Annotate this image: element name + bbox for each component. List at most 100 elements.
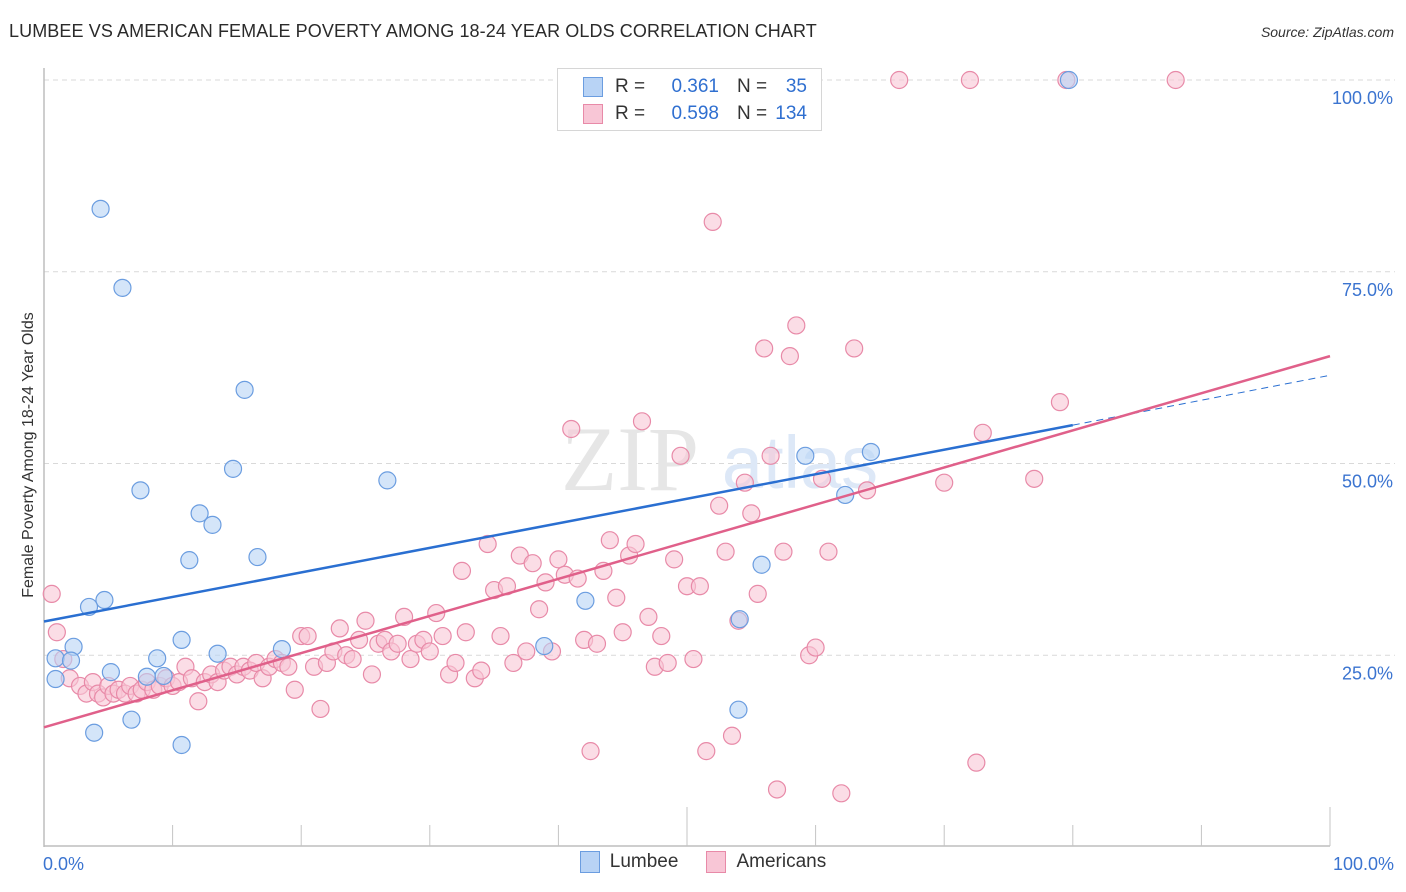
americans-point[interactable] (600, 531, 619, 550)
lumbee-point[interactable] (113, 278, 132, 297)
americans-point[interactable] (684, 649, 703, 669)
americans-point[interactable] (343, 649, 362, 669)
americans-point[interactable] (456, 623, 475, 642)
americans-point[interactable] (967, 753, 986, 772)
lumbee-point[interactable] (46, 669, 65, 689)
lumbee-point[interactable] (248, 547, 267, 567)
americans-point[interactable] (613, 623, 632, 642)
americans-point[interactable] (433, 626, 452, 646)
legend-item-lumbee[interactable]: Lumbee (579, 851, 678, 873)
americans-point[interactable] (549, 550, 568, 569)
americans-point[interactable] (1050, 393, 1070, 412)
lumbee-point[interactable] (180, 551, 199, 570)
americans-point[interactable] (697, 742, 716, 761)
lumbee-point[interactable] (154, 666, 173, 686)
americans-point[interactable] (581, 742, 600, 761)
americans-point[interactable] (722, 726, 742, 745)
americans-point[interactable] (832, 784, 851, 803)
americans-point[interactable] (311, 699, 330, 719)
lumbee-point[interactable] (730, 610, 749, 629)
americans-point[interactable] (767, 780, 787, 799)
americans-point[interactable] (1025, 469, 1044, 488)
americans-point[interactable] (690, 577, 709, 596)
americans-point[interactable] (523, 554, 542, 573)
americans-point[interactable] (517, 642, 536, 661)
americans-point[interactable] (478, 534, 497, 554)
lumbee-point[interactable] (172, 735, 191, 755)
americans-point[interactable] (748, 584, 767, 603)
americans-point[interactable] (362, 665, 382, 684)
americans-point[interactable] (285, 680, 304, 699)
americans-point[interactable] (446, 653, 465, 673)
lumbee-point[interactable] (101, 663, 120, 682)
americans-point[interactable] (671, 446, 690, 465)
lumbee-point[interactable] (378, 471, 397, 490)
americans-point[interactable] (774, 542, 793, 561)
americans-point[interactable] (504, 653, 523, 673)
americans-point[interactable] (452, 561, 472, 580)
lumbee-point[interactable] (131, 481, 150, 500)
americans-point[interactable] (491, 626, 510, 646)
legend-item-americans[interactable]: Americans (706, 851, 826, 873)
lumbee-point[interactable] (861, 442, 880, 462)
lumbee-point[interactable] (122, 710, 141, 729)
americans-point[interactable] (587, 634, 607, 653)
lumbee-point[interactable] (272, 640, 292, 659)
americans-point[interactable] (356, 611, 375, 630)
americans-point[interactable] (761, 446, 780, 465)
americans-point[interactable] (845, 339, 864, 358)
lumbee-point[interactable] (190, 504, 209, 523)
americans-point[interactable] (626, 534, 645, 554)
americans-point[interactable] (787, 316, 806, 335)
americans-point[interactable] (530, 600, 549, 619)
americans-point[interactable] (973, 423, 992, 442)
americans-point[interactable] (703, 212, 722, 231)
lumbee-point[interactable] (1059, 70, 1079, 90)
lumbee-point[interactable] (535, 636, 554, 656)
americans-point[interactable] (639, 607, 658, 627)
lumbee-point[interactable] (85, 723, 104, 742)
americans-point[interactable] (960, 70, 980, 90)
americans-point[interactable] (665, 550, 684, 569)
lumbee-point[interactable] (172, 630, 191, 650)
lumbee-point[interactable] (46, 649, 65, 668)
lumbee-point[interactable] (95, 590, 114, 610)
americans-point[interactable] (935, 473, 954, 492)
americans-point[interactable] (890, 70, 909, 90)
americans-point[interactable] (562, 419, 581, 439)
americans-point[interactable] (47, 623, 66, 642)
americans-point[interactable] (42, 584, 61, 603)
americans-point[interactable] (632, 412, 652, 431)
americans-point[interactable] (330, 619, 349, 638)
americans-point[interactable] (388, 634, 407, 653)
lumbee-point[interactable] (729, 700, 748, 719)
lumbee-point[interactable] (576, 591, 595, 610)
lumbee-point[interactable] (148, 649, 167, 668)
americans-point[interactable] (189, 692, 208, 711)
americans-point[interactable] (279, 657, 298, 676)
americans-point[interactable] (806, 638, 825, 657)
lumbee-point[interactable] (208, 644, 227, 663)
americans-point[interactable] (716, 542, 735, 561)
americans-point[interactable] (652, 626, 671, 646)
americans-point[interactable] (472, 661, 491, 680)
lumbee-point[interactable] (752, 555, 771, 574)
lumbee-point[interactable] (61, 651, 81, 670)
americans-point[interactable] (742, 504, 761, 523)
lumbee-point[interactable] (796, 446, 815, 465)
americans-point[interactable] (819, 542, 838, 561)
americans-point[interactable] (755, 339, 774, 358)
americans-point[interactable] (607, 588, 626, 607)
americans-point[interactable] (710, 496, 729, 515)
americans-point[interactable] (420, 642, 439, 661)
lumbee-point[interactable] (235, 380, 254, 399)
americans-point[interactable] (1166, 70, 1185, 90)
lumbee-point[interactable] (223, 459, 243, 478)
lumbee-point[interactable] (203, 515, 222, 534)
americans-point[interactable] (401, 649, 420, 669)
americans-point[interactable] (780, 347, 799, 366)
americans-point[interactable] (658, 653, 677, 673)
lumbee-point[interactable] (91, 199, 110, 218)
lumbee-point[interactable] (137, 667, 156, 686)
americans-point[interactable] (298, 626, 317, 646)
